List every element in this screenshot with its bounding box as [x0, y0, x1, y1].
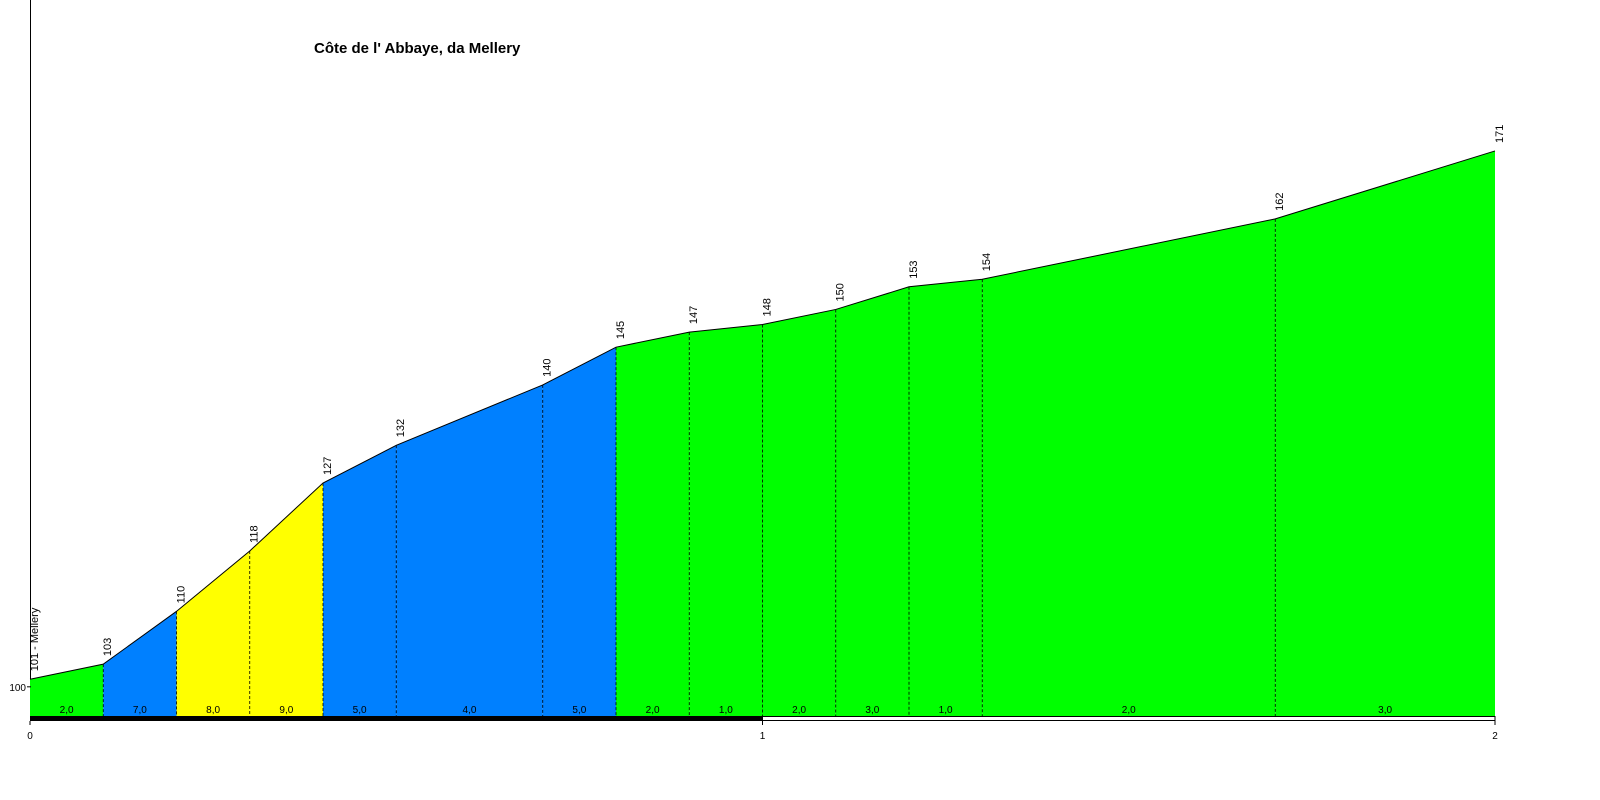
- gradient-segment: [323, 445, 397, 717]
- gradient-segment: [1275, 150, 1495, 717]
- x-tick-label: 1: [760, 731, 766, 742]
- gradient-segment: [103, 611, 177, 717]
- gradient-segment: [982, 218, 1276, 717]
- gradient-segment: [542, 347, 616, 717]
- gradient-label: 4,0: [463, 705, 477, 716]
- gradient-segment: [396, 384, 543, 717]
- gradient-label: 2,0: [792, 705, 806, 716]
- gradient-segment: [909, 279, 983, 717]
- elevation-label: 171: [1494, 125, 1506, 143]
- elevation-label: 162: [1274, 193, 1286, 211]
- scale-bar-dark: [30, 716, 763, 721]
- gradient-label: 8,0: [206, 705, 220, 716]
- gradient-label: 3,0: [865, 705, 879, 716]
- chart-title: Côte de l' Abbaye, da Mellery: [314, 40, 521, 57]
- gradient-label: 2,0: [60, 705, 74, 716]
- elevation-label: 147: [688, 306, 700, 324]
- gradient-label: 1,0: [939, 705, 953, 716]
- elevation-label: 118: [249, 525, 261, 543]
- elevation-label: 103: [102, 638, 114, 656]
- x-tick-label: 2: [1492, 731, 1498, 742]
- elevation-label: 132: [395, 419, 407, 437]
- gradient-label: 2,0: [646, 705, 660, 716]
- x-tick-label: 0: [27, 731, 33, 742]
- gradient-label: 9,0: [279, 705, 293, 716]
- elevation-label: 110: [176, 586, 188, 604]
- elevation-label: 148: [762, 298, 774, 316]
- gradient-segment: [616, 332, 690, 717]
- elevation-label: 101 - Mellery: [29, 607, 41, 671]
- gradient-segment: [176, 550, 250, 717]
- gradient-label: 3,0: [1378, 705, 1392, 716]
- gradient-label: 5,0: [353, 705, 367, 716]
- gradient-segment: [835, 286, 909, 717]
- gradient-segment: [762, 309, 836, 717]
- elevation-label: 145: [615, 321, 627, 339]
- gradient-segment: [689, 324, 763, 717]
- gradient-segment: [30, 664, 104, 717]
- elevation-label: 127: [322, 457, 334, 475]
- gradient-label: 2,0: [1122, 705, 1136, 716]
- y-tick-label: 100: [9, 683, 26, 694]
- gradient-label: 7,0: [133, 705, 147, 716]
- gradient-label: 1,0: [719, 705, 733, 716]
- elevation-label: 154: [981, 253, 993, 271]
- elevation-label: 140: [542, 359, 554, 377]
- scale-bar-light: [762, 716, 1496, 721]
- elevation-label: 150: [835, 283, 847, 301]
- gradient-label: 5,0: [572, 705, 586, 716]
- gradient-segment: [249, 483, 323, 717]
- elevation-label: 153: [908, 260, 920, 278]
- profile-line: [29, 150, 1496, 680]
